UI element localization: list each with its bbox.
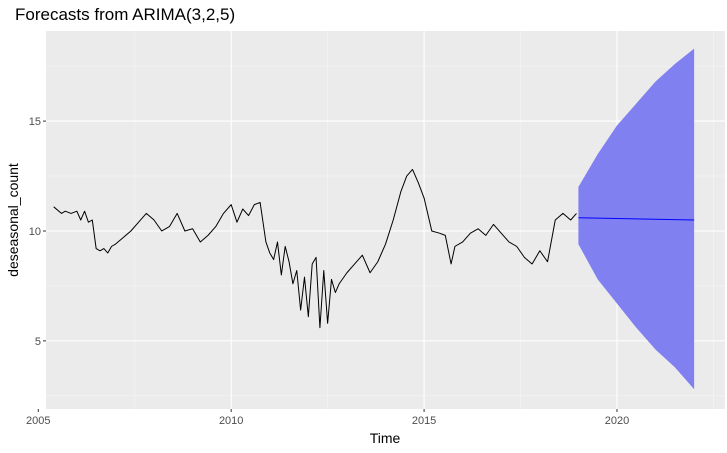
y-tick-label: 15 — [29, 116, 41, 128]
x-tick-label: 2020 — [605, 415, 629, 427]
series-layer — [53, 168, 695, 329]
y-axis-title: deseasonal_count — [5, 163, 21, 277]
x-axis: 2005 2010 2015 2020 — [26, 409, 629, 427]
forecast-series-line — [578, 217, 695, 221]
y-axis: 5 10 15 — [29, 116, 46, 348]
x-tick-label: 2010 — [219, 415, 243, 427]
y-tick-label: 5 — [35, 336, 41, 348]
y-tick-label: 10 — [29, 226, 41, 238]
x-tick-label: 2005 — [26, 415, 50, 427]
x-axis-title: Time — [370, 430, 401, 446]
major-gridlines — [37, 31, 725, 409]
chart-title: Forecasts from ARIMA(3,2,5) — [15, 5, 235, 24]
x-tick-label: 2015 — [412, 415, 436, 427]
observed-series-line — [53, 168, 577, 329]
